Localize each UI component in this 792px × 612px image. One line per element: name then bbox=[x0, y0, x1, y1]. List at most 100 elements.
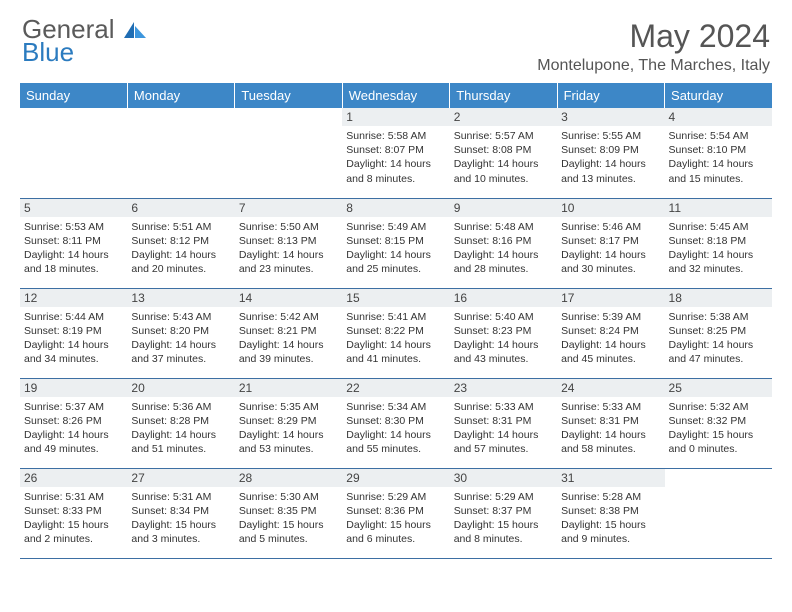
day-entry: Sunrise: 5:39 AMSunset: 8:24 PMDaylight:… bbox=[561, 310, 660, 367]
day-number: 2 bbox=[450, 108, 557, 126]
day-entry: Sunrise: 5:33 AMSunset: 8:31 PMDaylight:… bbox=[561, 400, 660, 457]
day-entry: Sunrise: 5:28 AMSunset: 8:38 PMDaylight:… bbox=[561, 490, 660, 547]
weekday-header: Monday bbox=[127, 83, 234, 108]
day-entry: Sunrise: 5:37 AMSunset: 8:26 PMDaylight:… bbox=[24, 400, 123, 457]
sunset: Sunset: 8:30 PM bbox=[346, 414, 445, 428]
day-entry: Sunrise: 5:57 AMSunset: 8:08 PMDaylight:… bbox=[454, 129, 553, 186]
sunrise: Sunrise: 5:31 AM bbox=[131, 490, 230, 504]
sunset: Sunset: 8:33 PM bbox=[24, 504, 123, 518]
daylight: Daylight: 14 hours and 55 minutes. bbox=[346, 428, 445, 456]
sunrise: Sunrise: 5:54 AM bbox=[669, 129, 768, 143]
day-number: 22 bbox=[342, 379, 449, 397]
daylight: Daylight: 15 hours and 0 minutes. bbox=[669, 428, 768, 456]
sunset: Sunset: 8:18 PM bbox=[669, 234, 768, 248]
sunrise: Sunrise: 5:49 AM bbox=[346, 220, 445, 234]
day-number: 11 bbox=[665, 199, 772, 217]
sunset: Sunset: 8:07 PM bbox=[346, 143, 445, 157]
daylight: Daylight: 14 hours and 53 minutes. bbox=[239, 428, 338, 456]
calendar-day-cell: 5Sunrise: 5:53 AMSunset: 8:11 PMDaylight… bbox=[20, 198, 127, 288]
day-entry: Sunrise: 5:34 AMSunset: 8:30 PMDaylight:… bbox=[346, 400, 445, 457]
sunset: Sunset: 8:09 PM bbox=[561, 143, 660, 157]
calendar-day-cell bbox=[20, 108, 127, 198]
sunrise: Sunrise: 5:29 AM bbox=[454, 490, 553, 504]
sunrise: Sunrise: 5:55 AM bbox=[561, 129, 660, 143]
daylight: Daylight: 14 hours and 10 minutes. bbox=[454, 157, 553, 185]
calendar-day-cell: 22 Sunrise: 5:34 AMSunset: 8:30 PMDayligh… bbox=[342, 378, 449, 468]
sunrise: Sunrise: 5:28 AM bbox=[561, 490, 660, 504]
weekday-header: Saturday bbox=[665, 83, 772, 108]
sunset: Sunset: 8:24 PM bbox=[561, 324, 660, 338]
calendar-day-cell: 1 Sunrise: 5:58 AMSunset: 8:07 PMDaylight… bbox=[342, 108, 449, 198]
day-number: 27 bbox=[127, 469, 234, 487]
day-entry: Sunrise: 5:50 AMSunset: 8:13 PMDaylight:… bbox=[239, 220, 338, 277]
calendar-day-cell bbox=[235, 108, 342, 198]
day-number: 6 bbox=[127, 199, 234, 217]
calendar-day-cell: 29 Sunrise: 5:29 AMSunset: 8:36 PMDayligh… bbox=[342, 468, 449, 558]
day-number: 24 bbox=[557, 379, 664, 397]
day-entry: Sunrise: 5:58 AMSunset: 8:07 PMDaylight:… bbox=[346, 129, 445, 186]
sunrise: Sunrise: 5:57 AM bbox=[454, 129, 553, 143]
day-entry: Sunrise: 5:29 AMSunset: 8:36 PMDaylight:… bbox=[346, 490, 445, 547]
day-number: 29 bbox=[342, 469, 449, 487]
calendar-day-cell: 26Sunrise: 5:31 AMSunset: 8:33 PMDayligh… bbox=[20, 468, 127, 558]
calendar-day-cell: 6Sunrise: 5:51 AMSunset: 8:12 PMDaylight… bbox=[127, 198, 234, 288]
daylight: Daylight: 14 hours and 45 minutes. bbox=[561, 338, 660, 366]
day-number: 1 bbox=[342, 108, 449, 126]
calendar-day-cell: 8Sunrise: 5:49 AMSunset: 8:15 PMDaylight… bbox=[342, 198, 449, 288]
calendar-day-cell: 30Sunrise: 5:29 AMSunset: 8:37 PMDayligh… bbox=[450, 468, 557, 558]
weekday-header: Friday bbox=[557, 83, 664, 108]
calendar-day-cell: 3 Sunrise: 5:55 AMSunset: 8:09 PMDaylight… bbox=[557, 108, 664, 198]
sunrise: Sunrise: 5:33 AM bbox=[561, 400, 660, 414]
daylight: Daylight: 14 hours and 51 minutes. bbox=[131, 428, 230, 456]
calendar-day-cell: 25Sunrise: 5:32 AMSunset: 8:32 PMDayligh… bbox=[665, 378, 772, 468]
calendar-week-row: 5Sunrise: 5:53 AMSunset: 8:11 PMDaylight… bbox=[20, 198, 772, 288]
day-entry: Sunrise: 5:32 AMSunset: 8:32 PMDaylight:… bbox=[669, 400, 768, 457]
calendar-day-cell: 19 Sunrise: 5:37 AMSunset: 8:26 PMDayligh… bbox=[20, 378, 127, 468]
sunset: Sunset: 8:38 PM bbox=[561, 504, 660, 518]
calendar-day-cell: 15Sunrise: 5:41 AMSunset: 8:22 PMDayligh… bbox=[342, 288, 449, 378]
calendar-day-cell: 28Sunrise: 5:30 AMSunset: 8:35 PMDayligh… bbox=[235, 468, 342, 558]
sunset: Sunset: 8:22 PM bbox=[346, 324, 445, 338]
daylight: Daylight: 14 hours and 32 minutes. bbox=[669, 248, 768, 276]
sunrise: Sunrise: 5:31 AM bbox=[24, 490, 123, 504]
day-entry: Sunrise: 5:31 AMSunset: 8:33 PMDaylight:… bbox=[24, 490, 123, 547]
day-entry: Sunrise: 5:54 AMSunset: 8:10 PMDaylight:… bbox=[669, 129, 768, 186]
page-title: May 2024 bbox=[537, 18, 770, 55]
calendar-day-cell: 23Sunrise: 5:33 AMSunset: 8:31 PMDayligh… bbox=[450, 378, 557, 468]
sunrise: Sunrise: 5:40 AM bbox=[454, 310, 553, 324]
sunset: Sunset: 8:21 PM bbox=[239, 324, 338, 338]
day-entry: Sunrise: 5:38 AMSunset: 8:25 PMDaylight:… bbox=[669, 310, 768, 367]
sunset: Sunset: 8:17 PM bbox=[561, 234, 660, 248]
sunrise: Sunrise: 5:48 AM bbox=[454, 220, 553, 234]
sunset: Sunset: 8:16 PM bbox=[454, 234, 553, 248]
sunrise: Sunrise: 5:51 AM bbox=[131, 220, 230, 234]
day-number: 3 bbox=[557, 108, 664, 126]
sunset: Sunset: 8:35 PM bbox=[239, 504, 338, 518]
sunset: Sunset: 8:31 PM bbox=[454, 414, 553, 428]
sunrise: Sunrise: 5:30 AM bbox=[239, 490, 338, 504]
sunrise: Sunrise: 5:36 AM bbox=[131, 400, 230, 414]
calendar-body: 1 Sunrise: 5:58 AMSunset: 8:07 PMDaylight… bbox=[20, 108, 772, 558]
daylight: Daylight: 14 hours and 8 minutes. bbox=[346, 157, 445, 185]
sunrise: Sunrise: 5:32 AM bbox=[669, 400, 768, 414]
sunset: Sunset: 8:25 PM bbox=[669, 324, 768, 338]
daylight: Daylight: 14 hours and 39 minutes. bbox=[239, 338, 338, 366]
daylight: Daylight: 15 hours and 9 minutes. bbox=[561, 518, 660, 546]
calendar-day-cell: 9Sunrise: 5:48 AMSunset: 8:16 PMDaylight… bbox=[450, 198, 557, 288]
calendar-day-cell bbox=[127, 108, 234, 198]
day-entry: Sunrise: 5:40 AMSunset: 8:23 PMDaylight:… bbox=[454, 310, 553, 367]
day-number: 19 bbox=[20, 379, 127, 397]
daylight: Daylight: 14 hours and 57 minutes. bbox=[454, 428, 553, 456]
calendar-day-cell: 4Sunrise: 5:54 AMSunset: 8:10 PMDaylight… bbox=[665, 108, 772, 198]
day-number: 13 bbox=[127, 289, 234, 307]
sunset: Sunset: 8:37 PM bbox=[454, 504, 553, 518]
logo-text-2: Blue bbox=[22, 37, 74, 67]
sunset: Sunset: 8:32 PM bbox=[669, 414, 768, 428]
weekday-header: Thursday bbox=[450, 83, 557, 108]
day-entry: Sunrise: 5:30 AMSunset: 8:35 PMDaylight:… bbox=[239, 490, 338, 547]
day-number: 30 bbox=[450, 469, 557, 487]
sunset: Sunset: 8:19 PM bbox=[24, 324, 123, 338]
sunset: Sunset: 8:10 PM bbox=[669, 143, 768, 157]
day-entry: Sunrise: 5:55 AMSunset: 8:09 PMDaylight:… bbox=[561, 129, 660, 186]
daylight: Daylight: 14 hours and 28 minutes. bbox=[454, 248, 553, 276]
